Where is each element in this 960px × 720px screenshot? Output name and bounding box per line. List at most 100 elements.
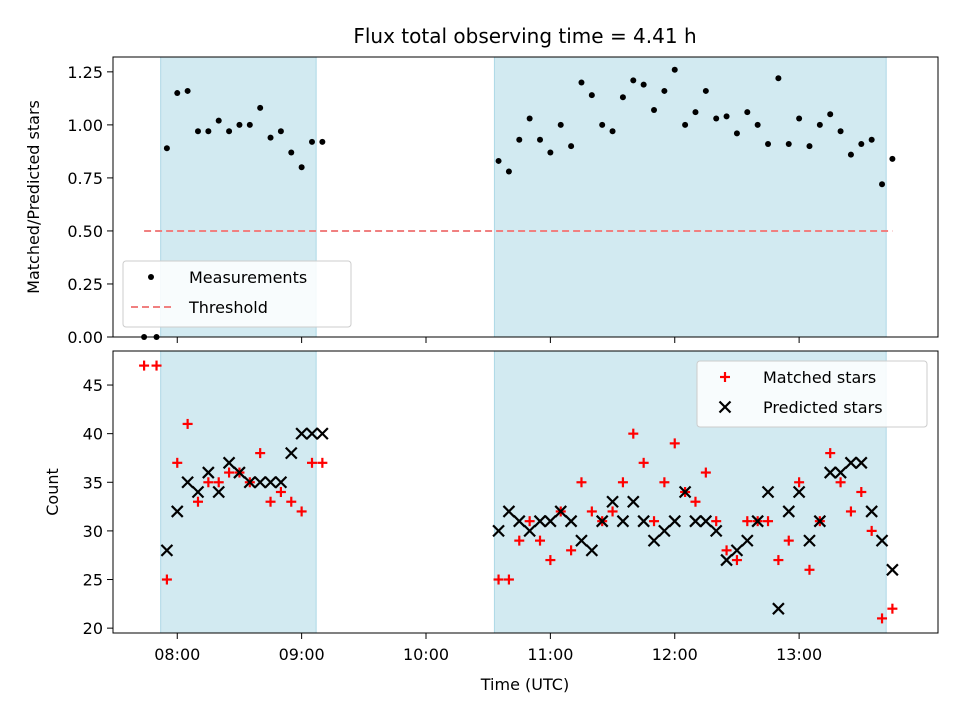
- matched-stars-point: [773, 555, 784, 566]
- matched-stars-point: [503, 574, 514, 585]
- matched-stars-point: [659, 477, 670, 488]
- predicted-stars-point: [813, 514, 827, 528]
- measurements-point: [651, 107, 658, 114]
- matched-stars-point: [794, 477, 805, 488]
- chart-title: Flux total observing time = 4.41 h: [353, 24, 696, 48]
- measurements-point: [640, 81, 647, 88]
- top-legend: Measurements Threshold: [122, 260, 352, 328]
- matched-stars-point: [804, 564, 815, 575]
- predicted-stars-point: [720, 553, 733, 567]
- measurements-point: [599, 121, 606, 128]
- measurements-point: [277, 128, 284, 135]
- measurements-point: [837, 128, 844, 135]
- top-axis-ticks: 0.00 0.25 0.50 0.75 1.00 1.25: [67, 63, 800, 347]
- bottom-legend: Matched stars Predicted stars: [696, 360, 928, 428]
- predicted-stars-point: [284, 446, 298, 460]
- matched-stars-point: [649, 516, 660, 527]
- bottom-axes-frame: [112, 350, 939, 634]
- matched-stars-point: [576, 477, 587, 488]
- measurements-point: [630, 77, 637, 84]
- predicted-stars-point: [492, 524, 505, 538]
- predicted-stars-point: [627, 495, 640, 509]
- predicted-stars-point: [202, 466, 215, 479]
- measurements-point: [868, 136, 875, 143]
- measurements-point: [578, 79, 585, 86]
- predicted-stars-point: [533, 514, 547, 528]
- legend-label-matched-stars: Matched stars: [763, 368, 876, 387]
- measurements-point: [765, 140, 772, 147]
- matched-stars-point: [866, 525, 877, 536]
- measurements-point: [495, 157, 502, 164]
- predicted-stars-point: [616, 514, 630, 528]
- top-y-axis-label: Matched/Predicted stars: [24, 100, 43, 294]
- matched-stars-point: [151, 360, 162, 371]
- predicted-stars-point: [595, 514, 609, 528]
- matched-stars-point: [690, 496, 701, 507]
- matched-stars-point: [711, 516, 722, 527]
- matched-stars-point: [203, 477, 214, 488]
- matched-stars-point: [182, 418, 193, 429]
- y-tick-label: 25: [83, 571, 103, 590]
- predicted-stars-point: [886, 563, 899, 577]
- measurements-point: [713, 115, 720, 122]
- matched-stars-point: [628, 428, 639, 439]
- measurements-point: [702, 87, 709, 94]
- predicted-stars-point: [751, 514, 764, 528]
- shaded-interval-1: [493, 56, 887, 338]
- predicted-stars-point: [264, 475, 277, 489]
- matched-stars-point: [845, 506, 856, 517]
- predicted-stars-point: [191, 485, 205, 499]
- predicted-stars-point: [782, 505, 796, 518]
- x-tick-label: 13:00: [776, 645, 822, 664]
- y-tick-label: 40: [83, 425, 103, 444]
- measurements-point: [609, 128, 616, 135]
- measurements-point: [796, 115, 803, 122]
- x-tick-label: 11:00: [527, 645, 573, 664]
- matched-stars-point: [638, 457, 649, 468]
- measurements-point: [288, 149, 295, 156]
- measurements-point: [733, 130, 740, 137]
- measurements-point: [257, 104, 264, 111]
- measurements-point: [537, 136, 544, 143]
- predicted-stars-point: [730, 544, 744, 557]
- x-tick-label: 08:00: [154, 645, 200, 664]
- y-tick-label: 20: [83, 619, 103, 638]
- measurements-point: [682, 121, 689, 128]
- predicted-stars-point: [523, 524, 536, 538]
- measurements-point: [267, 134, 274, 141]
- predicted-stars-point: [709, 524, 723, 538]
- predicted-stars-point: [316, 427, 329, 440]
- predicted-stars-point: [658, 524, 671, 538]
- measurements-point: [547, 149, 554, 156]
- predicted-stars-point: [295, 427, 308, 440]
- legend-box: [122, 260, 352, 328]
- predicted-stars-point: [585, 544, 599, 557]
- predicted-stars-point: [865, 505, 878, 518]
- measurements-point: [308, 138, 315, 145]
- predicted-stars-point: [844, 456, 858, 470]
- y-tick-label: 45: [83, 376, 103, 395]
- measurements-point: [194, 128, 201, 135]
- legend-marker-matched-stars: [720, 372, 730, 382]
- matched-stars-point: [607, 506, 618, 517]
- matched-stars-point: [700, 467, 711, 478]
- predicted-stars-point: [741, 534, 754, 547]
- legend-marker-measurements: [148, 274, 154, 280]
- predicted-stars-point: [678, 485, 692, 499]
- measurements-point: [754, 121, 761, 128]
- measurements-point: [879, 181, 886, 188]
- matched-stars-point: [669, 438, 680, 449]
- predicted-stars-point: [212, 485, 225, 499]
- predicted-stars-point: [689, 514, 702, 528]
- predicted-stars-point: [834, 466, 847, 479]
- measurements-point: [568, 143, 575, 150]
- y-tick-label: 0.00: [67, 328, 103, 347]
- measurements-point: [526, 115, 533, 122]
- matched-stars-point: [172, 457, 183, 468]
- measurements-point: [744, 109, 751, 116]
- measurements-point: [236, 121, 243, 128]
- matched-stars-point: [275, 487, 286, 497]
- matched-stars-point: [224, 467, 235, 478]
- predicted-stars-point: [513, 514, 526, 528]
